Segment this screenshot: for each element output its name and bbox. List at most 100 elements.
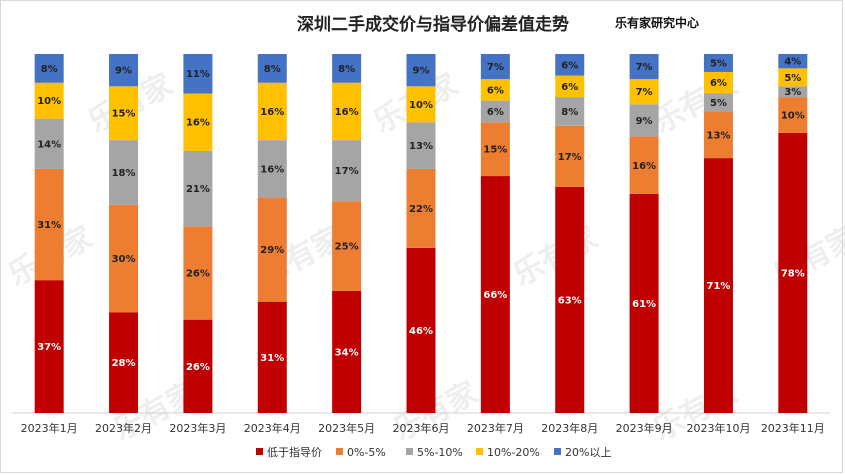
bar-segment [109,312,139,413]
data-label: 37% [37,342,61,353]
bar-segment [555,186,585,413]
data-label: 16% [186,118,210,129]
data-label: 13% [409,141,433,152]
bar-segment [109,204,139,313]
data-label: 17% [335,166,359,177]
bar-segment [406,122,436,169]
data-label: 9% [636,116,653,127]
bar-segment [629,79,659,105]
x-tick-label: 2023年6月 [393,421,450,435]
chart-header: 深圳二手成交价与指导价偏差值走势 乐有家研究中心 [0,10,845,36]
data-label: 9% [413,66,430,77]
x-tick-label: 2023年4月 [244,421,301,435]
data-label: 10% [409,100,433,111]
data-label: 15% [112,109,136,120]
bar-segment [629,194,659,413]
data-label: 61% [632,299,656,310]
bar-segment [183,93,213,151]
data-label: 29% [260,245,284,256]
legend-swatch [336,448,343,455]
x-tick-label: 2023年3月 [169,421,226,435]
bar-segment [332,140,362,202]
x-tick-label: 2023年9月 [616,421,673,435]
data-label: 46% [409,326,433,337]
data-label: 5% [710,98,727,109]
bar-segment [555,75,585,98]
data-label: 17% [558,152,582,163]
legend-swatch [256,448,263,455]
chart-source: 乐有家研究中心 [615,16,700,30]
bar-segment [480,79,510,101]
bar-segment [257,82,287,141]
x-tick-label: 2023年5月 [318,421,375,435]
data-label: 4% [784,57,801,68]
bar-segment [109,86,139,141]
legend-label: 20%以上 [565,446,611,459]
data-label: 16% [632,161,656,172]
bar-segment [183,226,213,320]
bar-segment [629,54,659,80]
bar-segment [34,54,64,83]
bar-segment [257,54,287,83]
data-label: 21% [186,184,210,195]
bar-segment [778,132,808,414]
data-label: 6% [487,107,504,118]
bar-segment [34,118,64,169]
data-label: 16% [260,107,284,118]
data-label: 11% [186,69,210,80]
watermark-text: 乐有家 [388,375,484,448]
bar-segment [629,104,659,137]
bar-segment [480,54,510,80]
data-label: 25% [335,242,359,253]
legend-swatch [554,448,561,455]
x-tick-label: 2023年7月 [467,421,524,435]
bar-segment [332,82,362,141]
x-tick-label: 2023年1月 [21,421,78,435]
bar-segment [555,97,585,126]
data-label: 7% [636,87,653,98]
data-label: 6% [561,82,578,93]
data-label: 66% [483,290,507,301]
data-label: 26% [186,362,210,373]
bar-segment [183,150,213,227]
bar-segment [406,247,436,413]
bar-segment [480,122,510,177]
bar-segment [109,54,139,87]
bar-segment [480,176,510,413]
bar-segment [332,201,362,291]
x-tick-label: 2023年2月 [95,421,152,435]
x-tick-label: 2023年11月 [761,421,825,435]
data-label: 3% [784,87,801,98]
bar-segment [34,168,64,281]
bar-segment [34,82,64,119]
bar-segment [406,86,436,123]
data-label: 8% [41,64,58,75]
data-label: 16% [260,164,284,175]
data-label: 14% [37,139,61,150]
data-label: 6% [487,85,504,96]
bar-segment [703,158,733,413]
data-label: 7% [636,62,653,73]
bar-segment [778,97,808,133]
x-tick-label: 2023年10月 [686,421,750,435]
bar-segment [183,54,213,94]
data-label: 31% [260,353,284,364]
data-label: 18% [112,168,136,179]
data-label: 5% [784,73,801,84]
legend-label: 10%-20% [487,446,540,459]
bar-segment [778,68,808,87]
legend-swatch [406,448,413,455]
data-label: 8% [264,64,281,75]
bar-segment [406,54,436,87]
data-label: 7% [487,62,504,73]
data-label: 22% [409,204,433,215]
data-label: 8% [561,107,578,118]
data-label: 30% [112,254,136,265]
bar-segment [629,136,659,195]
bar-segment [703,93,733,112]
data-label: 63% [558,295,582,306]
bar-segment [703,54,733,72]
data-label: 6% [561,60,578,71]
